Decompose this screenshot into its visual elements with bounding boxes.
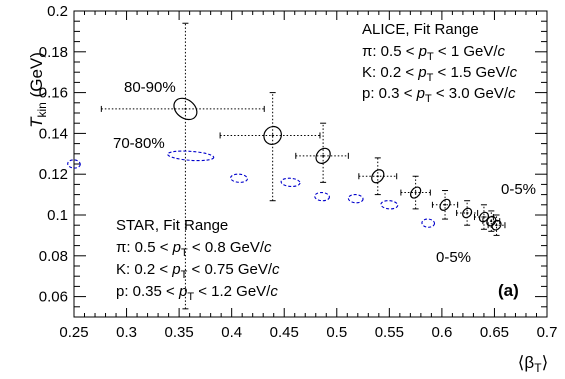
x-tick-label: 0.5	[326, 324, 347, 341]
x-tick-label: 0.65	[480, 324, 509, 341]
star-ellipse-marker	[347, 194, 364, 204]
alice-legend-kaon: K: 0.2 < pT < 1.5 GeV/c	[362, 64, 518, 84]
alice-ellipse-marker	[439, 198, 451, 211]
y-tick-label: 0.18	[39, 44, 68, 61]
alice-center-dot	[482, 216, 485, 219]
x-tick-label: 0.25	[59, 324, 88, 341]
star-legend: STAR, Fit Range π: 0.5 < pT < 0.8 GeV/c …	[116, 217, 280, 303]
x-tick-label: 0.4	[221, 324, 242, 341]
alice-ellipse-marker	[409, 186, 422, 199]
label-0-5-star: 0-5%	[436, 249, 471, 266]
star-ellipse-marker	[421, 218, 436, 228]
alice-center-dot	[184, 107, 187, 110]
alice-ellipse-marker	[173, 97, 198, 121]
star-ellipse-marker	[380, 200, 399, 210]
alice-legend-title: ALICE, Fit Range	[362, 21, 479, 38]
star-ellipse-marker	[280, 177, 301, 188]
alice-ellipse-marker	[263, 125, 282, 145]
x-tick-label: 0.3	[116, 324, 137, 341]
y-axis-title: Tkin (GeV)	[27, 52, 49, 128]
x-axis-title: ⟨βT⟩	[518, 353, 548, 375]
star-ellipse-marker	[167, 150, 215, 162]
star-ellipse-marker	[67, 159, 81, 169]
alice-center-dot	[495, 224, 498, 227]
alice-center-dot	[271, 134, 274, 137]
y-tick-label: 0.14	[39, 125, 68, 142]
star-ellipse-marker	[314, 191, 330, 202]
star-legend-proton: p: 0.35 < pT < 1.2 GeV/c	[116, 283, 278, 303]
y-tick-label: 0.06	[39, 289, 68, 306]
x-tick-label: 0.55	[375, 324, 404, 341]
alice-ellipse-marker	[491, 219, 502, 231]
y-tick-label: 0.2	[47, 3, 68, 20]
alice-legend-pion: π: 0.5 < pT < 1 GeV/c	[362, 43, 506, 63]
alice-center-dot	[414, 191, 417, 194]
y-tick-label: 0.08	[39, 248, 68, 265]
star-legend-pion: π: 0.5 < pT < 0.8 GeV/c	[116, 239, 272, 259]
tick-labels: 0.25 0.3 0.35 0.4 0.45 0.5 0.55 0.6 0.65 0.7 0.06 0…	[39, 3, 558, 341]
alice-center-dot	[466, 211, 469, 214]
alice-ellipse-marker	[371, 169, 385, 184]
star-legend-kaon: K: 0.2 < pT < 0.75 GeV/c	[116, 261, 280, 281]
panel-label: (a)	[498, 281, 519, 300]
y-tick-label: 0.1	[47, 207, 68, 224]
alice-ellipse-marker	[486, 215, 497, 227]
y-tick-label: 0.16	[39, 85, 68, 102]
x-tick-label: 0.35	[165, 324, 194, 341]
alice-legend-proton: p: 0.3 < pT < 3.0 GeV/c	[362, 85, 516, 105]
alice-center-dot	[376, 175, 379, 178]
alice-center-dot	[490, 220, 493, 223]
y-tick-label: 0.12	[39, 166, 68, 183]
x-tick-label: 0.6	[431, 324, 452, 341]
label-0-5-alice: 0-5%	[501, 181, 536, 198]
tick-marks	[73, 10, 548, 318]
star-ellipse-marker	[230, 173, 248, 183]
star-legend-title: STAR, Fit Range	[116, 217, 228, 234]
data-markers	[67, 97, 502, 231]
alice-ellipse-marker	[315, 147, 331, 164]
label-70-80: 70-80%	[113, 135, 165, 152]
alice-ellipse-marker	[462, 207, 473, 219]
alice-center-dot	[322, 154, 325, 157]
label-80-90: 80-90%	[124, 79, 176, 96]
alice-legend: ALICE, Fit Range π: 0.5 < pT < 1 GeV/c K…	[362, 21, 518, 105]
alice-center-dot	[444, 203, 447, 206]
x-tick-label: 0.45	[270, 324, 299, 341]
x-tick-label: 0.7	[537, 324, 558, 341]
